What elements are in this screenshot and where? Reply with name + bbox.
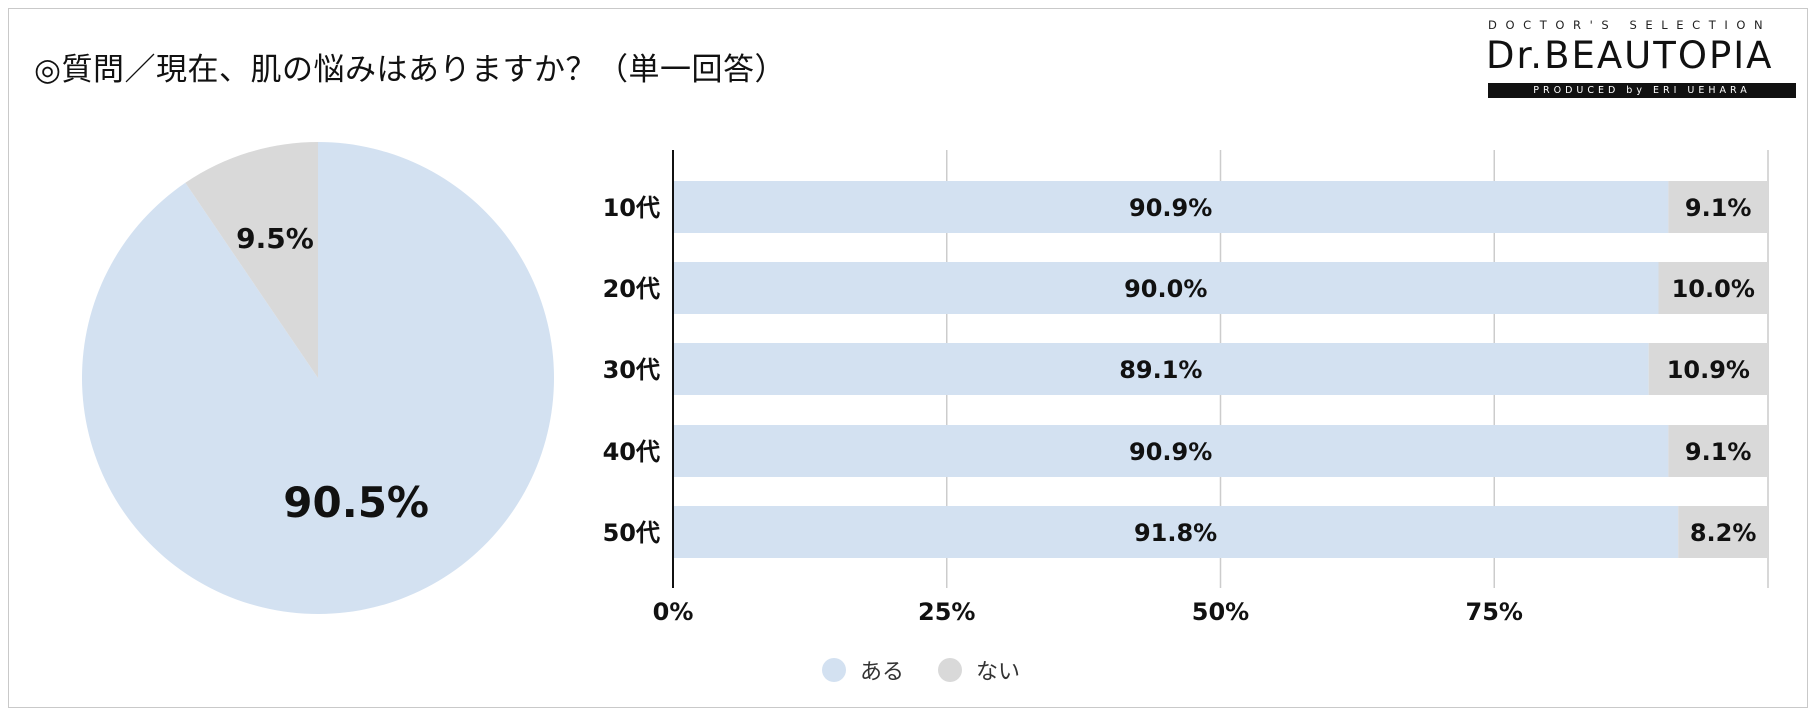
legend: ある ない xyxy=(822,654,1044,686)
legend-swatch-yes xyxy=(822,658,846,682)
x-tick-label-2: 50% xyxy=(1192,598,1249,626)
logo-bottom-text: PRODUCED by ERI UEHARA xyxy=(1488,83,1796,98)
pie-label-1: 9.5% xyxy=(236,222,314,255)
x-tick-label-1: 25% xyxy=(918,598,975,626)
bar-3-1 xyxy=(1668,425,1768,477)
bar-label-1-1: 10.0% xyxy=(1672,275,1755,303)
bar-1-1 xyxy=(1658,262,1768,314)
logo-main-text: Dr.BEAUTOPIA xyxy=(1486,34,1774,77)
bar-label-3-0: 90.9% xyxy=(1129,438,1212,466)
brand-logo: DOCTOR'S SELECTION Dr.BEAUTOPIA PRODUCED… xyxy=(1486,16,1798,102)
bar-label-2-0: 89.1% xyxy=(1119,356,1202,384)
chart-title: ◎質問／現在、肌の悩みはありますか？（単一回答） xyxy=(34,52,787,88)
bar-3-0 xyxy=(673,425,1669,477)
bar-2-0 xyxy=(673,343,1649,395)
logo-top-text: DOCTOR'S SELECTION xyxy=(1488,18,1772,32)
category-label-3: 40代 xyxy=(603,438,660,466)
bar-label-0-1: 9.1% xyxy=(1685,194,1752,222)
category-label-0: 10代 xyxy=(603,194,660,222)
bar-4-0 xyxy=(673,506,1679,558)
bar-1-0 xyxy=(673,262,1659,314)
category-label-4: 50代 xyxy=(603,519,660,547)
bar-4-1 xyxy=(1678,506,1768,558)
bar-label-3-1: 9.1% xyxy=(1685,438,1752,466)
legend-item-no: ない xyxy=(938,654,1020,686)
bar-2-1 xyxy=(1648,343,1768,395)
bar-label-1-0: 90.0% xyxy=(1124,275,1207,303)
bar-label-4-0: 91.8% xyxy=(1134,519,1217,547)
legend-swatch-no xyxy=(938,658,963,682)
bar-0-1 xyxy=(1668,181,1768,233)
category-label-1: 20代 xyxy=(603,275,660,303)
pie-slice-1 xyxy=(185,142,318,378)
legend-label-yes: ある xyxy=(860,660,905,685)
bar-0-0 xyxy=(673,181,1669,233)
category-label-2: 30代 xyxy=(603,356,660,384)
legend-label-no: ない xyxy=(976,660,1021,685)
bar-label-0-0: 90.9% xyxy=(1129,194,1212,222)
x-tick-label-3: 75% xyxy=(1466,598,1523,626)
bar-label-2-1: 10.9% xyxy=(1667,356,1750,384)
pie-label-0: 90.5% xyxy=(283,478,429,527)
legend-item-yes: ある xyxy=(822,654,904,686)
bar-label-4-1: 8.2% xyxy=(1690,519,1757,547)
x-tick-label-0: 0% xyxy=(653,598,694,626)
